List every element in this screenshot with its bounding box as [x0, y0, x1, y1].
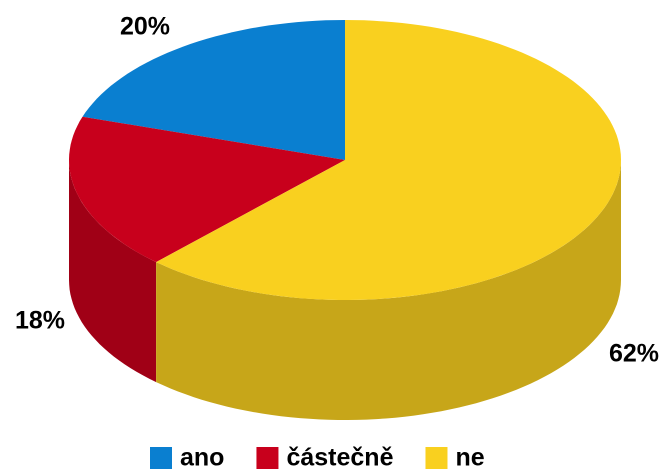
- slice: [82, 20, 345, 160]
- legend-label: částečně: [286, 444, 393, 472]
- legend-label: ano: [180, 444, 224, 472]
- slice-side: [69, 160, 157, 383]
- data-label: 62%: [609, 340, 659, 368]
- slice: [156, 20, 621, 300]
- slice: [69, 116, 345, 263]
- legend-swatch: [256, 447, 279, 469]
- legend-swatch: [425, 447, 448, 469]
- slice-side: [156, 160, 621, 420]
- legend-label: ne: [455, 444, 484, 472]
- data-label: 20%: [120, 13, 170, 41]
- legend-swatch: [150, 447, 172, 469]
- data-label: 18%: [15, 307, 65, 335]
